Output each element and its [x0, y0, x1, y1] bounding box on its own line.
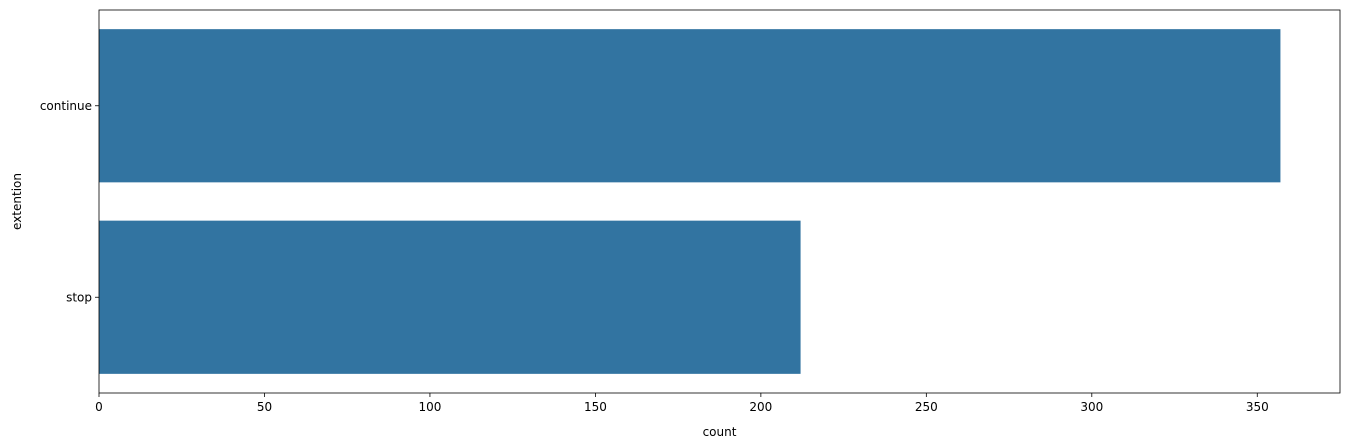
x-tick-label: 100 [418, 400, 441, 414]
bar-stop [99, 220, 801, 374]
x-tick-label: 0 [95, 400, 103, 414]
x-axis-ticks: 0 50 100 150 200 250 300 350 [95, 393, 1269, 414]
x-tick-label: 250 [915, 400, 938, 414]
plot-frame [98, 9, 1341, 394]
y-tick-label: stop [66, 290, 92, 304]
x-tick-label: 150 [584, 400, 607, 414]
x-tick-label: 200 [749, 400, 772, 414]
x-tick-label: 300 [1080, 400, 1103, 414]
bar-continue [99, 29, 1281, 183]
y-axis-ticks: continue stop [40, 99, 99, 304]
bars-group [99, 29, 1281, 374]
y-tick-label: continue [40, 99, 92, 113]
x-tick-label: 350 [1246, 400, 1269, 414]
x-tick-label: 50 [257, 400, 272, 414]
y-axis-title: extention [10, 173, 24, 230]
x-axis-title: count [703, 425, 737, 439]
